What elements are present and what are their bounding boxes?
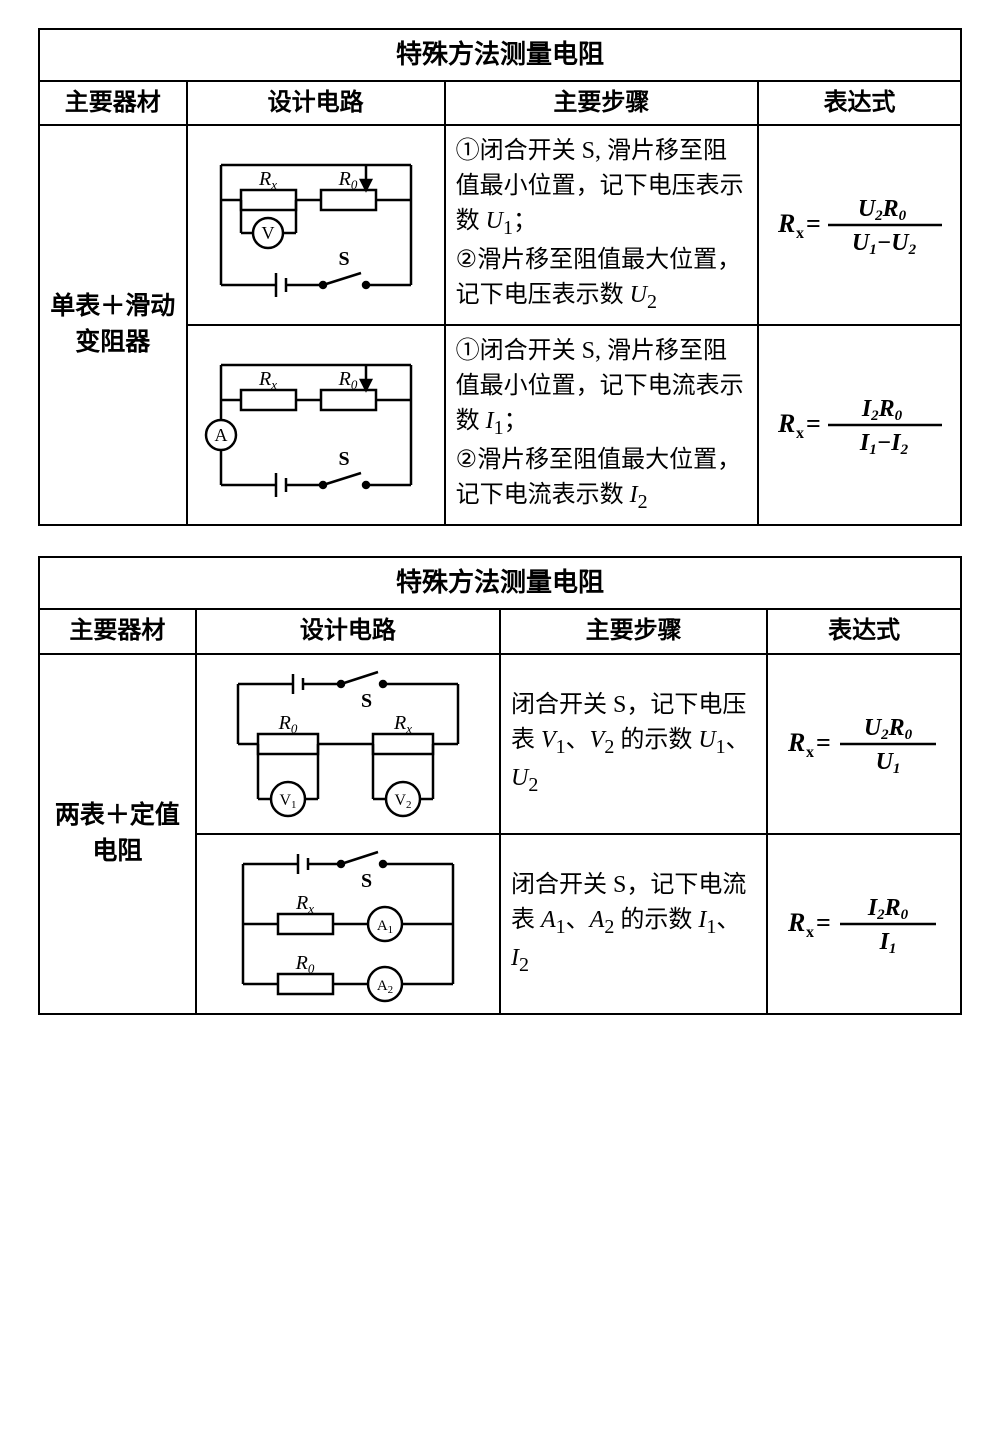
hdr-formula: 表达式: [758, 81, 961, 126]
svg-text:R0: R0: [295, 952, 315, 976]
svg-text:R: R: [787, 728, 805, 757]
steps-1b: ①闭合开关 S, 滑片移至阻值最小位置，记下电流表示数 I1；②滑片移至阻值最大…: [445, 325, 758, 525]
svg-text:V: V: [261, 223, 274, 243]
svg-text:I2R0: I2R0: [860, 396, 902, 424]
svg-text:I1−I2: I1−I2: [858, 430, 908, 458]
svg-text:I2R0: I2R0: [867, 895, 909, 923]
hdr-circuit: 设计电路: [187, 81, 445, 126]
svg-text:A2: A2: [377, 978, 393, 996]
svg-text:S: S: [338, 248, 349, 270]
svg-text:x: x: [806, 924, 814, 941]
steps-2b: 闭合开关 S，记下电流表 A1、A2 的示数 I1、I2: [500, 834, 767, 1014]
svg-text:=: =: [806, 209, 821, 238]
hdr-equipment: 主要器材: [39, 81, 187, 126]
svg-text:U2R0: U2R0: [857, 196, 906, 224]
svg-text:R0: R0: [278, 712, 298, 736]
svg-text:Rx: Rx: [258, 368, 277, 392]
svg-text:R0: R0: [337, 368, 357, 392]
svg-text:S: S: [338, 448, 349, 470]
svg-text:x: x: [796, 425, 804, 442]
hdr-steps: 主要步骤: [445, 81, 758, 126]
hdr2-steps: 主要步骤: [500, 609, 767, 654]
equipment-label-2: 两表＋定值电阻: [39, 654, 196, 1014]
svg-text:Rx: Rx: [258, 168, 277, 192]
table1-title: 特殊方法测量电阻: [39, 29, 961, 81]
formula-1b: R x = I2R0 I1−I2: [758, 325, 961, 525]
table2-title: 特殊方法测量电阻: [39, 557, 961, 609]
svg-text:I1: I1: [879, 929, 897, 957]
svg-text:R: R: [777, 209, 795, 238]
svg-text:U2R0: U2R0: [864, 715, 913, 743]
steps-2a: 闭合开关 S，记下电压表 V1、V2 的示数 U1、U2: [500, 654, 767, 834]
svg-text:=: =: [816, 908, 831, 937]
formula-2b: R x = I2R0 I1: [767, 834, 961, 1014]
svg-text:V1: V1: [279, 792, 296, 811]
svg-text:R0: R0: [337, 168, 357, 192]
formula-1a: R x = U2R0 U1−U2: [758, 125, 961, 325]
svg-text:x: x: [796, 225, 804, 242]
table-double-meter: 特殊方法测量电阻 主要器材 设计电路 主要步骤 表达式 两表＋定值电阻 S: [38, 556, 962, 1014]
hdr2-equipment: 主要器材: [39, 609, 196, 654]
svg-text:x: x: [806, 744, 814, 761]
table-single-meter: 特殊方法测量电阻 主要器材 设计电路 主要步骤 表达式 单表＋滑动变阻器: [38, 28, 962, 526]
steps-1a: ①闭合开关 S, 滑片移至阻值最小位置，记下电压表示数 U1；②滑片移至阻值最大…: [445, 125, 758, 325]
hdr2-formula: 表达式: [767, 609, 961, 654]
svg-text:=: =: [816, 728, 831, 757]
svg-text:V2: V2: [394, 792, 411, 811]
svg-text:R: R: [787, 908, 805, 937]
svg-text:A1: A1: [377, 918, 393, 936]
svg-text:U1: U1: [876, 749, 901, 777]
svg-text:A: A: [214, 425, 227, 445]
circuit-2b: S A1 Rx A2 R0: [196, 834, 500, 1014]
circuit-1b: A Rx R0 S: [187, 325, 445, 525]
circuit-2a: S R0 Rx V1: [196, 654, 500, 834]
svg-text:Rx: Rx: [295, 892, 314, 916]
svg-text:S: S: [361, 870, 372, 892]
svg-text:R: R: [777, 409, 795, 438]
svg-text:U1−U2: U1−U2: [851, 230, 916, 258]
circuit-1a: V Rx R0 S: [187, 125, 445, 325]
svg-text:Rx: Rx: [393, 712, 412, 736]
svg-text:S: S: [361, 690, 372, 712]
equipment-label-1: 单表＋滑动变阻器: [39, 125, 187, 525]
svg-text:=: =: [806, 409, 821, 438]
hdr2-circuit: 设计电路: [196, 609, 500, 654]
formula-2a: R x = U2R0 U1: [767, 654, 961, 834]
